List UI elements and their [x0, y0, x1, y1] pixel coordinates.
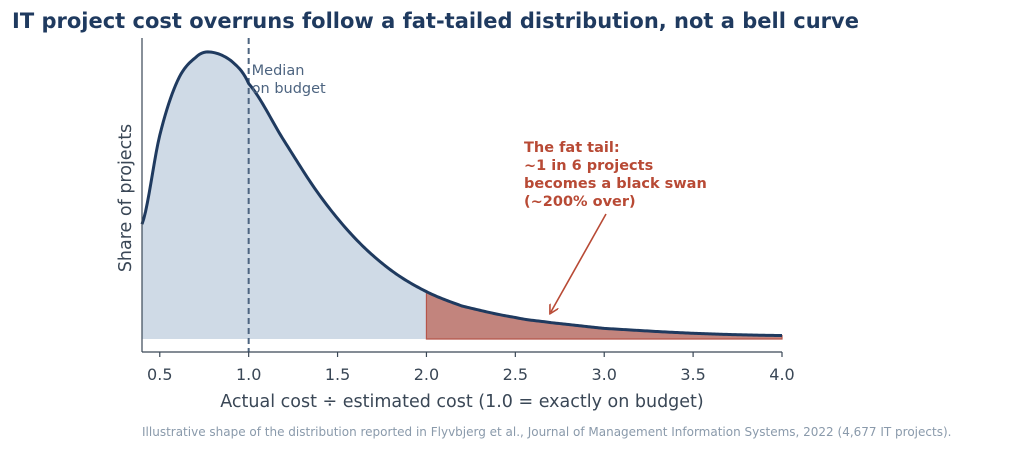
chart-title: IT project cost overruns follow a fat-ta… — [12, 9, 859, 33]
x-tick-label: 3.0 — [591, 365, 616, 384]
fat-tail-region — [425, 291, 783, 340]
median-label: Median on budget — [252, 63, 326, 97]
x-tick-label: 0.5 — [147, 365, 172, 384]
x-tick-label: 2.0 — [414, 365, 439, 384]
distribution-curve — [140, 50, 783, 338]
chart-caption: Illustrative shape of the distribution r… — [142, 425, 951, 439]
y-axis-label: Share of projects — [116, 124, 136, 272]
plot-area — [140, 38, 783, 352]
x-tick-label: 2.5 — [503, 365, 528, 384]
distribution-fill — [142, 51, 782, 339]
fat-tail-annotation: The fat tail: ~1 in 6 projects becomes a b… — [524, 140, 707, 210]
annotation-arrow — [551, 213, 607, 312]
x-tick-label: 4.0 — [769, 365, 794, 384]
x-tick-label: 1.5 — [325, 365, 350, 384]
x-tick-label: 3.5 — [680, 365, 705, 384]
x-axis-ticks: 0.5 1.0 1.5 2.0 2.5 3.0 3.5 4.0 — [147, 352, 795, 384]
x-axis-label: Actual cost ÷ estimated cost (1.0 = exac… — [220, 392, 704, 412]
x-tick-label: 1.0 — [236, 365, 261, 384]
